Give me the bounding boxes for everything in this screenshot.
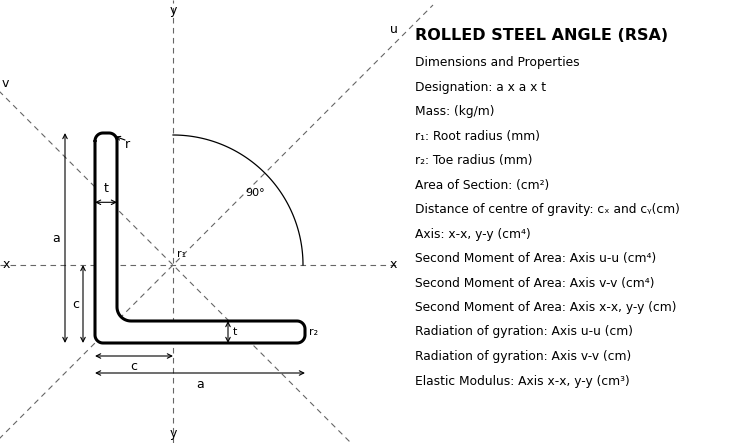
- Text: r₂: r₂: [309, 327, 318, 337]
- Text: r₂: Toe radius (mm): r₂: Toe radius (mm): [415, 154, 532, 167]
- Text: u: u: [390, 23, 398, 36]
- Text: u: u: [2, 440, 10, 443]
- Text: v: v: [2, 77, 9, 90]
- Text: Radiation of gyration: Axis v-v (cm): Radiation of gyration: Axis v-v (cm): [415, 350, 632, 363]
- Text: Area of Section: (cm²): Area of Section: (cm²): [415, 179, 549, 191]
- Text: Radiation of gyration: Axis u-u (cm): Radiation of gyration: Axis u-u (cm): [415, 326, 633, 338]
- Text: y: y: [170, 427, 177, 440]
- Text: Mass: (kg/m): Mass: (kg/m): [415, 105, 494, 118]
- Polygon shape: [95, 133, 305, 343]
- Text: Second Moment of Area: Axis u-u (cm⁴): Second Moment of Area: Axis u-u (cm⁴): [415, 252, 656, 265]
- Text: c: c: [130, 360, 137, 373]
- Text: y: y: [170, 4, 177, 17]
- Text: r₁: Root radius (mm): r₁: Root radius (mm): [415, 129, 540, 143]
- Text: x: x: [390, 259, 397, 272]
- Text: ROLLED STEEL ANGLE (RSA): ROLLED STEEL ANGLE (RSA): [415, 28, 668, 43]
- Text: t: t: [104, 183, 109, 195]
- Text: r: r: [125, 138, 130, 151]
- Text: Second Moment of Area: Axis v-v (cm⁴): Second Moment of Area: Axis v-v (cm⁴): [415, 276, 655, 289]
- Text: t: t: [233, 327, 237, 337]
- Text: Axis: x-x, y-y (cm⁴): Axis: x-x, y-y (cm⁴): [415, 228, 531, 241]
- Text: a: a: [196, 378, 204, 391]
- Text: c: c: [72, 298, 79, 311]
- Text: r₁: r₁: [177, 249, 186, 259]
- Text: Second Moment of Area: Axis x-x, y-y (cm): Second Moment of Area: Axis x-x, y-y (cm…: [415, 301, 676, 314]
- Text: Designation: a x a x t: Designation: a x a x t: [415, 81, 546, 93]
- Text: Dimensions and Properties: Dimensions and Properties: [415, 56, 580, 69]
- Text: Elastic Modulus: Axis x-x, y-y (cm³): Elastic Modulus: Axis x-x, y-y (cm³): [415, 374, 630, 388]
- Text: Distance of centre of gravity: cₓ and cᵧ(cm): Distance of centre of gravity: cₓ and cᵧ…: [415, 203, 680, 216]
- Text: 90°: 90°: [245, 188, 265, 198]
- Text: a: a: [53, 232, 60, 245]
- Text: x: x: [3, 259, 10, 272]
